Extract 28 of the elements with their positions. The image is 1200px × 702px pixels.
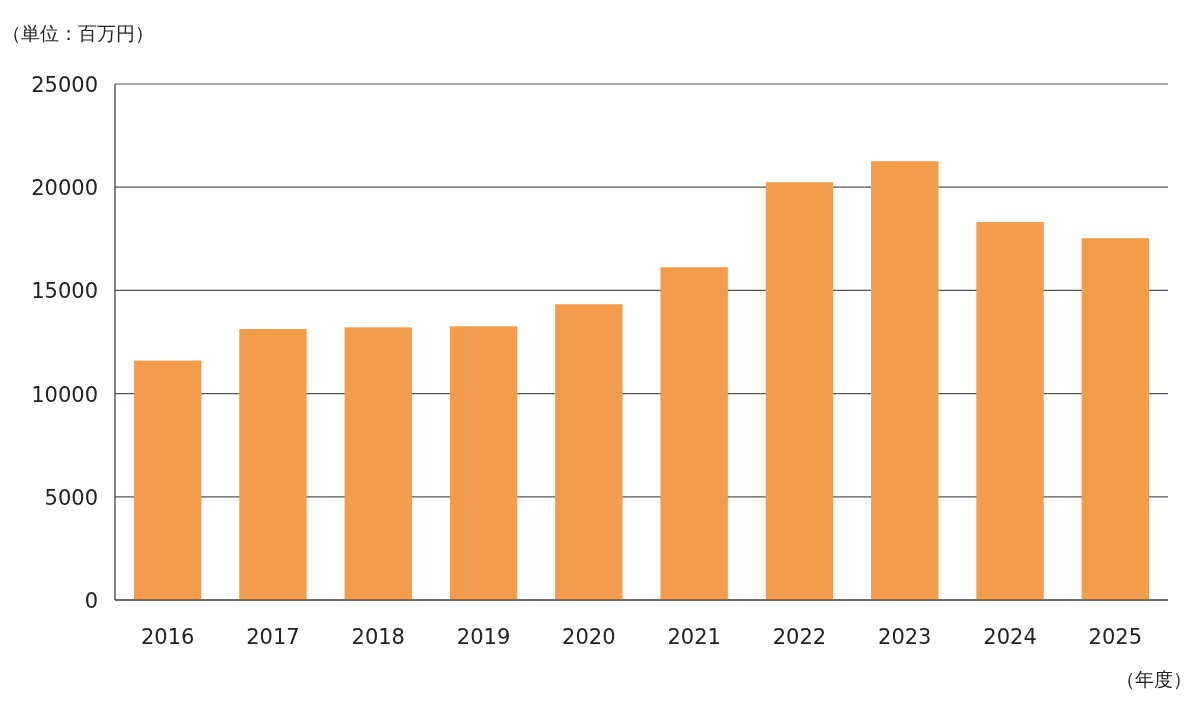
x-tick-label: 2022: [772, 625, 827, 649]
y-tick-label: 5000: [44, 485, 98, 510]
bar: [555, 304, 623, 600]
bar: [449, 326, 518, 600]
x-tick-label: 2023: [878, 625, 932, 649]
x-tick-label: 2024: [983, 625, 1037, 649]
y-tick-label: 20000: [31, 176, 98, 201]
bar: [976, 222, 1044, 600]
bar: [765, 182, 834, 600]
y-tick-label: 25000: [31, 73, 98, 97]
bar: [1081, 238, 1150, 600]
x-tick-label: 2025: [1088, 625, 1143, 649]
x-axis-title: （年度）: [1116, 668, 1192, 690]
bar: [239, 329, 307, 600]
y-tick-label: 15000: [31, 279, 98, 304]
x-tick-label: 2018: [351, 625, 405, 649]
bar: [660, 267, 728, 600]
x-tick-label: 2017: [246, 625, 300, 649]
x-tick-label: 2019: [456, 625, 511, 649]
y-tick-label: 0: [84, 589, 98, 613]
bar: [133, 360, 202, 600]
x-tick-label: 2016: [140, 625, 195, 649]
x-tick-label: 2021: [667, 625, 721, 649]
bar: [344, 327, 412, 600]
y-tick-label: 10000: [31, 382, 98, 407]
x-tick-label: 2020: [562, 625, 616, 649]
bar: [871, 161, 939, 600]
y-axis-title: （単位：百万円）: [2, 22, 154, 44]
